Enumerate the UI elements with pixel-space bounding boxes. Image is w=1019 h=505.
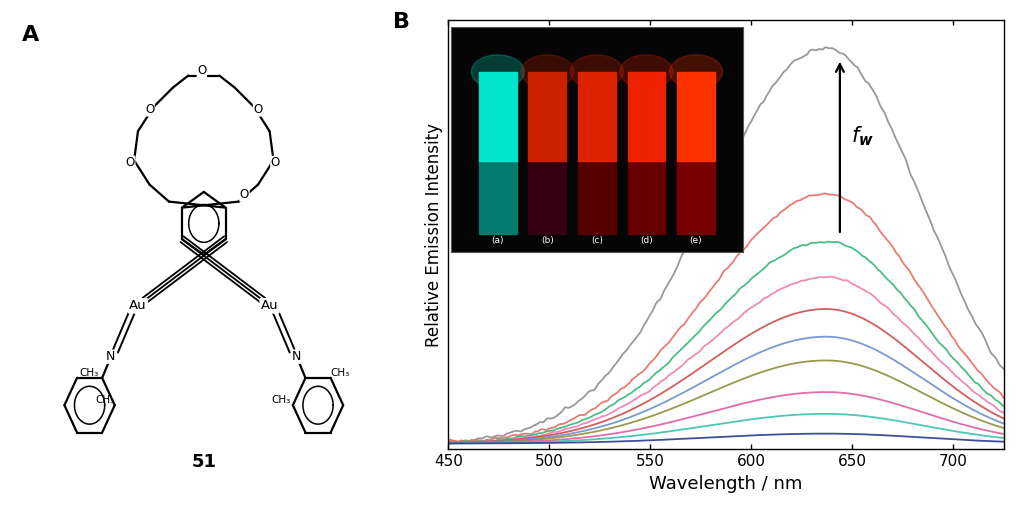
Text: N: N — [106, 350, 115, 363]
Text: 51: 51 — [192, 452, 216, 471]
Text: N: N — [292, 350, 302, 363]
Y-axis label: Relative Emission Intensity: Relative Emission Intensity — [425, 123, 443, 347]
Text: Au: Au — [261, 299, 278, 312]
X-axis label: Wavelength / nm: Wavelength / nm — [649, 475, 803, 493]
Text: O: O — [271, 157, 280, 169]
Text: CH₃: CH₃ — [79, 368, 98, 378]
Text: B: B — [392, 12, 410, 32]
Text: O: O — [239, 188, 249, 201]
Text: CH₃: CH₃ — [272, 395, 290, 406]
Text: CH₃: CH₃ — [96, 395, 115, 406]
Text: A: A — [21, 25, 39, 44]
Text: O: O — [198, 64, 207, 77]
Text: $f_\mathregular{w}$: $f_\mathregular{w}$ — [851, 124, 874, 148]
Text: O: O — [254, 103, 263, 116]
Text: CH₃: CH₃ — [331, 368, 350, 378]
Text: Au: Au — [129, 299, 147, 312]
Text: O: O — [145, 103, 154, 116]
Text: O: O — [125, 157, 135, 169]
